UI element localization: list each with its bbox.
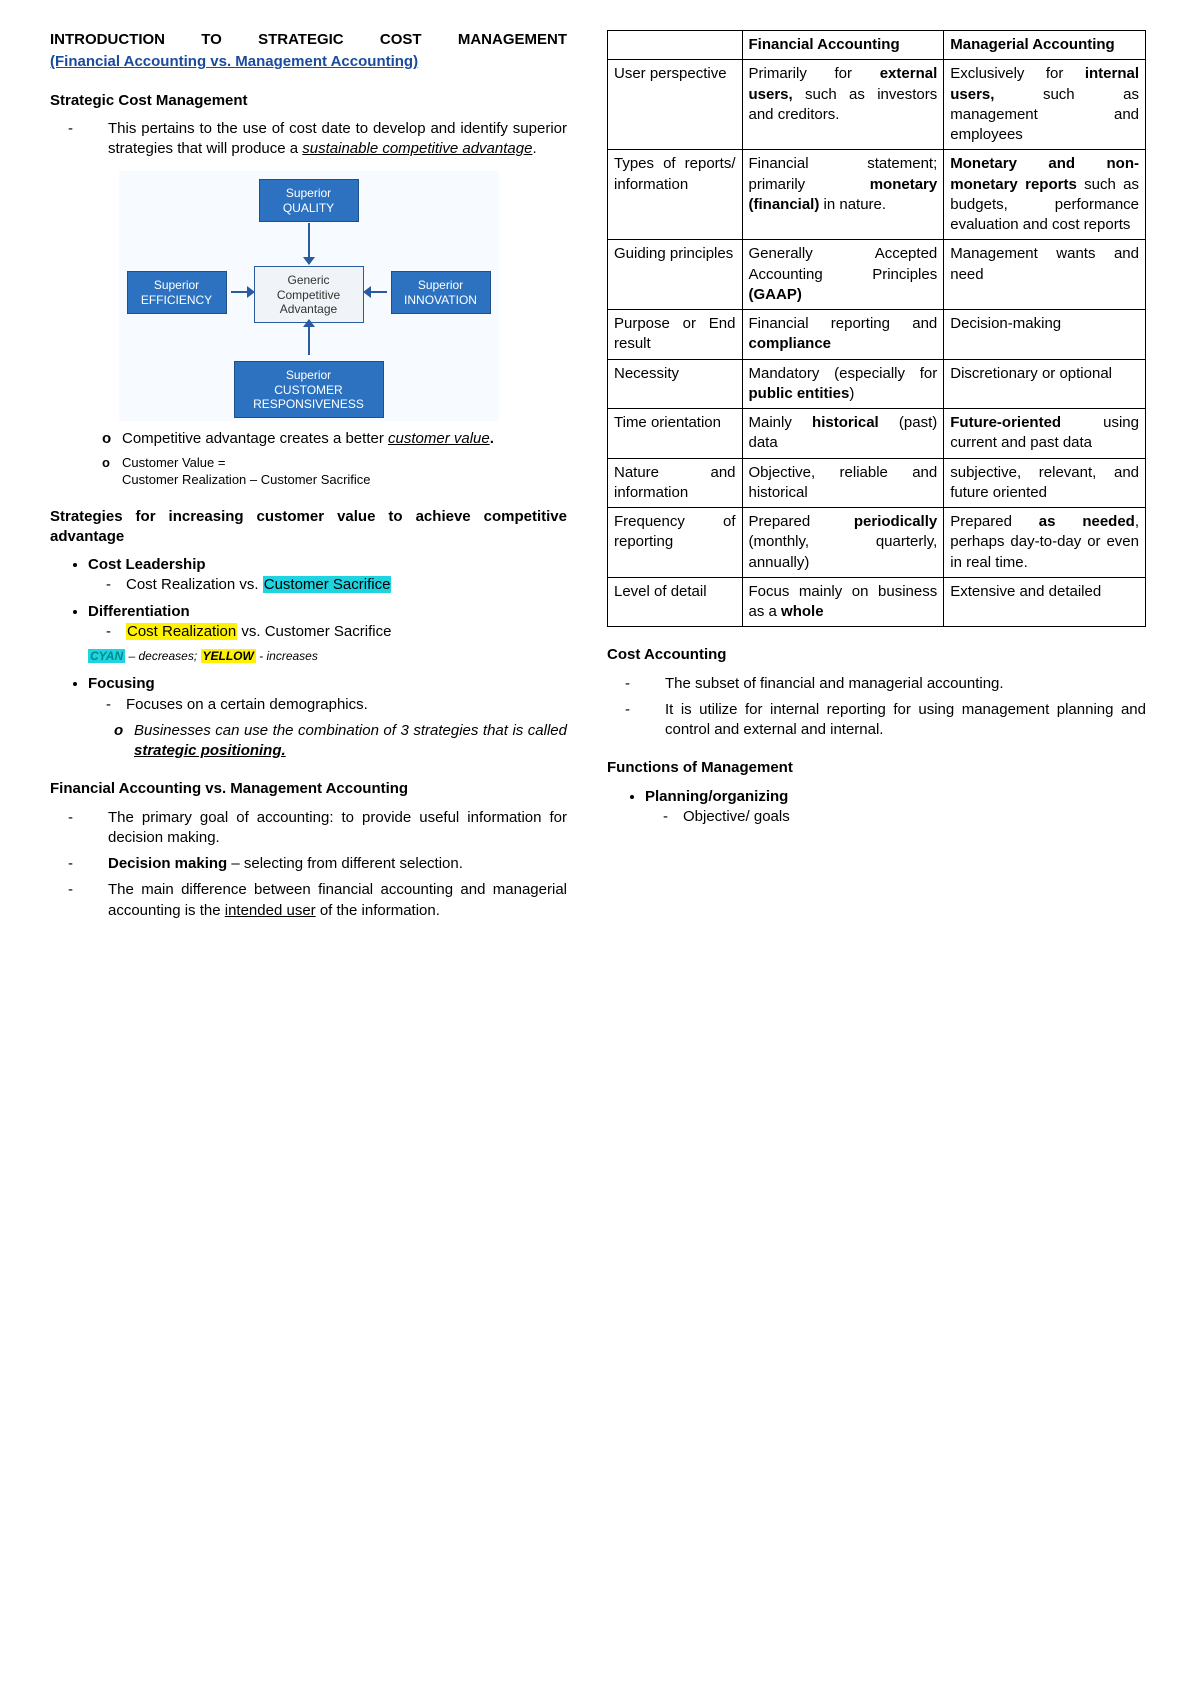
node-quality: SuperiorQUALITY	[259, 179, 359, 222]
ma-cell: Decision-making	[944, 310, 1146, 360]
functions-heading: Functions of Management	[607, 758, 1146, 778]
row-label: Time orientation	[608, 409, 743, 459]
cost-acct-point-2: It is utilize for internal reporting for…	[625, 700, 1146, 741]
row-label: Guiding principles	[608, 240, 743, 310]
node-center: GenericCompetitiveAdvantage	[254, 266, 364, 323]
table-row: User perspectivePrimarily for external u…	[608, 60, 1146, 150]
strategies-heading: Strategies for increasing customer value…	[50, 507, 567, 548]
ma-cell: Management wants and need	[944, 240, 1146, 310]
competitive-advantage-diagram: SuperiorQUALITY GenericCompetitiveAdvant…	[119, 171, 499, 421]
color-legend: CYAN – decreases; YELLOW - increases	[88, 648, 567, 664]
ma-cell: subjective, relevant, and future oriente…	[944, 458, 1146, 508]
node-efficiency: SuperiorEFFICIENCY	[127, 271, 227, 314]
cost-leadership-item: Cost Leadership Cost Realization vs. Cus…	[88, 555, 567, 596]
fa-cell: Mandatory (especially for public entitie…	[742, 359, 944, 409]
fa-cell: Focus mainly on business as a whole	[742, 577, 944, 627]
ma-cell: Monetary and non-monetary reports such a…	[944, 150, 1146, 240]
focusing-item: Focusing Focuses on a certain demographi…	[88, 674, 567, 761]
fama-point-1: The primary goal of accounting: to provi…	[68, 808, 567, 849]
ma-cell: Extensive and detailed	[944, 577, 1146, 627]
planning-item: Planning/organizing Objective/ goals	[645, 787, 1146, 828]
fama-point-2: Decision making – selecting from differe…	[68, 854, 567, 874]
fa-cell: Financial reporting and compliance	[742, 310, 944, 360]
fa-cell: Primarily for external users, such as in…	[742, 60, 944, 150]
fama-point-3: The main difference between financial ac…	[68, 880, 567, 921]
row-label: Necessity	[608, 359, 743, 409]
table-row: Frequency of reportingPrepared periodica…	[608, 508, 1146, 578]
table-row: Time orientationMainly historical (past)…	[608, 409, 1146, 459]
fa-vs-ma-heading: Financial Accounting vs. Management Acco…	[50, 779, 567, 799]
table-row: Level of detailFocus mainly on business …	[608, 577, 1146, 627]
fa-cell: Objective, reliable and historical	[742, 458, 944, 508]
table-row: Nature and informationObjective, reliabl…	[608, 458, 1146, 508]
differentiation-detail: Cost Realization vs. Customer Sacrifice	[106, 622, 567, 642]
ma-cell: Future-oriented using current and past d…	[944, 409, 1146, 459]
table-row: NecessityMandatory (especially for publi…	[608, 359, 1146, 409]
node-customer: SuperiorCUSTOMERRESPONSIVENESS	[234, 361, 384, 418]
cost-acct-point-1: The subset of financial and managerial a…	[625, 674, 1146, 694]
scm-text-underline: sustainable competitive advantage	[302, 140, 532, 157]
row-label: Types of reports/ information	[608, 150, 743, 240]
strategic-positioning-note: Businesses can use the combination of 3 …	[114, 721, 567, 762]
ma-cell: Prepared as needed, perhaps day-to-day o…	[944, 508, 1146, 578]
fa-cell: Generally Accepted Accounting Principles…	[742, 240, 944, 310]
col-financial: Financial Accounting	[742, 31, 944, 60]
scm-heading: Strategic Cost Management	[50, 91, 567, 111]
ma-cell: Discretionary or optional	[944, 359, 1146, 409]
focusing-detail: Focuses on a certain demographics.	[106, 695, 567, 715]
row-label: Frequency of reporting	[608, 508, 743, 578]
fa-cell: Financial statement; primarily monetary …	[742, 150, 944, 240]
col-managerial: Managerial Accounting	[944, 31, 1146, 60]
row-label: Level of detail	[608, 577, 743, 627]
subtitle-link: (Financial Accounting vs. Management Acc…	[50, 52, 567, 72]
row-label: Purpose or End result	[608, 310, 743, 360]
row-label: User perspective	[608, 60, 743, 150]
cost-leadership-detail: Cost Realization vs. Customer Sacrifice	[106, 575, 567, 595]
comparison-table: Financial Accounting Managerial Accounti…	[607, 30, 1146, 627]
customer-value-formula: Customer Value = Customer Realization – …	[102, 454, 567, 489]
ma-cell: Exclusively for internal users, such as …	[944, 60, 1146, 150]
scm-text: This pertains to the use of cost date to…	[68, 119, 567, 160]
advantage-point-1: Competitive advantage creates a better c…	[102, 429, 567, 449]
planning-sub: Objective/ goals	[663, 807, 1146, 827]
table-row: Guiding principlesGenerally Accepted Acc…	[608, 240, 1146, 310]
node-innovation: SuperiorINNOVATION	[391, 271, 491, 314]
table-row: Purpose or End resultFinancial reporting…	[608, 310, 1146, 360]
table-row: Types of reports/ informationFinancial s…	[608, 150, 1146, 240]
fa-cell: Mainly historical (past) data	[742, 409, 944, 459]
col-blank	[608, 31, 743, 60]
page-title: INTRODUCTION TO STRATEGIC COST MANAGEMEN…	[50, 30, 567, 50]
fa-cell: Prepared periodically (monthly, quarterl…	[742, 508, 944, 578]
row-label: Nature and information	[608, 458, 743, 508]
cost-accounting-heading: Cost Accounting	[607, 645, 1146, 665]
differentiation-item: Differentiation Cost Realization vs. Cus…	[88, 602, 567, 643]
